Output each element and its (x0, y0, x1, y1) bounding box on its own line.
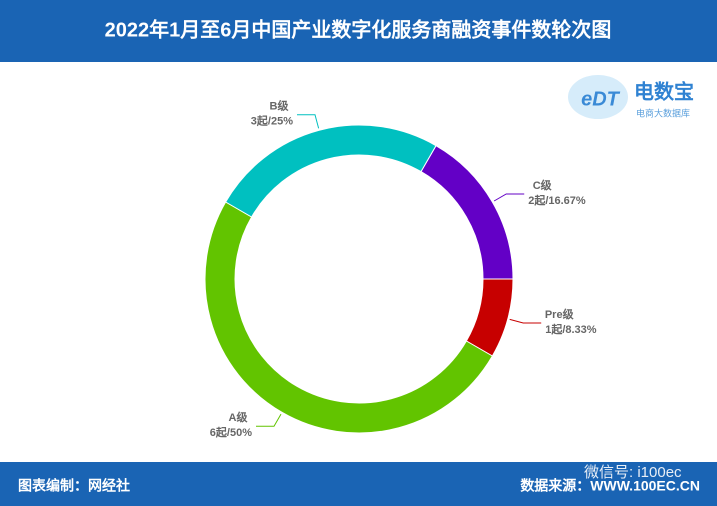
logo-mark: eDT (581, 88, 621, 110)
chart-title: 2022年1月至6月中国产业数字化服务商融资事件数轮次图 (105, 17, 612, 41)
value-label: 2起/16.67% (528, 193, 586, 207)
donut-segment (204, 201, 494, 434)
footer-left: 图表编制：网经社 (18, 478, 130, 494)
category-label: A级 (229, 410, 249, 424)
leader-line (509, 318, 542, 324)
value-label: 3起/25% (251, 114, 293, 128)
value-label: 1起/8.33% (545, 322, 597, 336)
leader-line (256, 413, 282, 427)
category-label: Pre级 (545, 307, 575, 321)
logo-cloud (568, 75, 628, 119)
category-label: C级 (533, 178, 553, 192)
leader-line (297, 114, 320, 129)
category-label: B级 (270, 99, 290, 113)
logo-name: 电数宝 (634, 79, 694, 103)
logo-subtitle: 电商大数据库 (636, 107, 690, 118)
value-label: 6起/50% (210, 425, 252, 439)
footer-bar (0, 462, 717, 506)
donut-segment (224, 124, 437, 218)
header-bar (0, 0, 717, 62)
leader-line (493, 193, 525, 202)
watermark: 微信号: i100ec (584, 464, 682, 481)
footer-right: 数据来源：WWW.100EC.CN (520, 478, 700, 494)
